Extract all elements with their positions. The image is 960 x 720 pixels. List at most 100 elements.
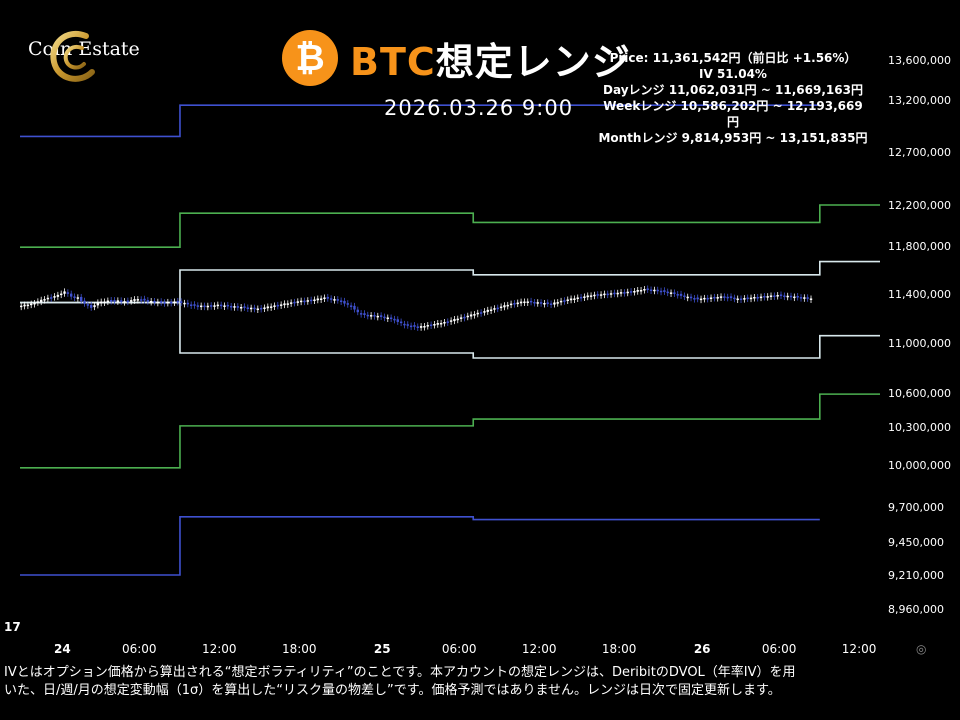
candle-body — [203, 305, 206, 308]
title-rest: 想定レンジ — [435, 39, 631, 84]
candle-body — [286, 303, 290, 305]
candle-body — [263, 307, 266, 309]
candle-body — [676, 294, 679, 296]
price-series — [20, 285, 813, 331]
y-tick-label: 10,600,000 — [888, 387, 951, 400]
candle-body — [139, 299, 143, 301]
candle-body — [259, 307, 263, 310]
candle-body — [733, 297, 736, 300]
candle-body — [459, 317, 463, 319]
candle-body — [453, 319, 456, 322]
candle-body — [313, 299, 316, 302]
x-tick-label: 12:00 — [522, 642, 557, 656]
candle-body — [556, 302, 559, 304]
settings-gear-icon[interactable]: ◎ — [916, 642, 927, 656]
candle-body — [523, 301, 526, 304]
candle-body — [279, 304, 283, 306]
candle-body — [413, 325, 416, 327]
candle-body — [726, 296, 729, 299]
candle-body — [479, 312, 483, 314]
candle-body — [159, 301, 163, 303]
candle-body — [496, 307, 499, 310]
candle-body — [683, 295, 686, 298]
candle-body — [309, 299, 313, 302]
tradingview-logo[interactable]: 17 — [4, 620, 21, 634]
candle-body — [96, 302, 100, 306]
candle-body — [93, 305, 96, 308]
candle-body — [339, 300, 343, 302]
candle-body — [753, 297, 756, 299]
candle-body — [226, 304, 230, 307]
candle-body — [119, 300, 123, 302]
candle-body — [576, 297, 579, 299]
candle-body — [493, 308, 496, 310]
candle-body — [609, 293, 613, 295]
candle-body — [223, 305, 226, 307]
candle-body — [53, 296, 56, 298]
x-tick-label: 12:00 — [842, 642, 877, 656]
candle-body — [763, 296, 766, 298]
month-band-upper-line — [20, 104, 820, 138]
candle-body — [293, 301, 296, 304]
candle-body — [643, 289, 646, 291]
candle-body — [539, 302, 543, 304]
candle-body — [463, 316, 466, 319]
candle-body — [476, 312, 479, 315]
x-tick-label: 18:00 — [282, 642, 317, 656]
candle-body — [40, 299, 43, 303]
candle-body — [156, 301, 160, 304]
candle-body — [73, 296, 76, 298]
candle-body — [146, 300, 150, 302]
candle-body — [809, 298, 813, 300]
candle-body — [133, 299, 136, 301]
candle-body — [376, 315, 379, 318]
candle-body — [393, 318, 396, 321]
month-range-line: Monthレンジ 9,814,953円 ~ 13,151,835円 — [598, 131, 868, 145]
candle-body — [603, 293, 606, 296]
candle-body — [176, 300, 180, 303]
candle-body — [679, 293, 683, 296]
candle-body — [506, 304, 509, 307]
disclaimer-line-2: いた、日/週/月の想定変動幅（1σ）を算出した“リスク量の物差し”です。価格予測… — [4, 683, 781, 698]
candle-body — [273, 305, 276, 307]
candle-body — [233, 306, 236, 308]
candle-body — [486, 309, 489, 312]
candle-body — [793, 296, 796, 299]
candle-body — [179, 301, 183, 303]
candle-body — [709, 297, 713, 299]
candle-body — [739, 298, 743, 301]
price-line: Price: 11,361,542円（前日比 +1.56%） — [609, 51, 857, 65]
candle-body — [796, 296, 799, 298]
candle-body — [429, 324, 433, 327]
candle-body — [166, 301, 170, 304]
candle-body — [303, 300, 306, 303]
candle-body — [646, 288, 649, 290]
candle-body — [153, 300, 156, 303]
candle-body — [779, 294, 783, 296]
candle-body — [103, 301, 106, 304]
candle-body — [199, 305, 203, 308]
candle-body — [549, 303, 553, 305]
candle-body — [323, 297, 326, 299]
candle-body — [436, 323, 439, 325]
candle-body — [386, 317, 389, 320]
candle-body — [86, 304, 90, 306]
candle-body — [736, 298, 739, 301]
candle-body — [189, 304, 193, 306]
x-tick-label: 12:00 — [202, 642, 237, 656]
candle-body — [373, 315, 376, 317]
candle-body — [596, 294, 599, 296]
x-tick-label: 25 — [374, 642, 391, 656]
candle-body — [306, 300, 310, 302]
candle-body — [773, 295, 776, 297]
candle-body — [50, 297, 53, 299]
candle-body — [759, 296, 763, 299]
x-tick-label: 06:00 — [122, 642, 157, 656]
candle-body — [283, 303, 286, 306]
candle-body — [663, 290, 666, 292]
candle-body — [343, 300, 346, 304]
candle-body — [526, 301, 529, 303]
candle-body — [36, 301, 40, 303]
candle-body — [499, 306, 503, 309]
candle-body — [756, 297, 759, 299]
